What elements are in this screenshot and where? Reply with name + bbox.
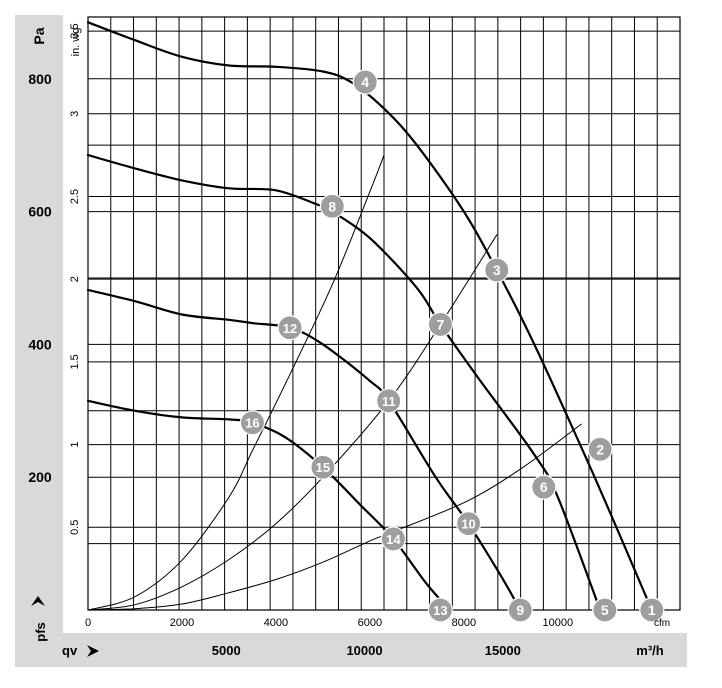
- top-axis-tick-label: 6000: [358, 617, 382, 629]
- curve-marker-label: 15: [316, 460, 330, 475]
- curve-marker-label: 2: [596, 441, 604, 457]
- inner-axis-tick-label: 1: [69, 442, 81, 448]
- inner-axis-tick-label: 1.5: [69, 354, 81, 369]
- curve-marker-label: 12: [283, 321, 297, 336]
- bottom-axis-tick-label: 5000: [212, 643, 241, 658]
- fan-curve-line: [86, 154, 602, 612]
- left-axis-tick-label: 400: [28, 336, 52, 352]
- fan-curve-line: [86, 21, 653, 612]
- curve-marker-label: 6: [540, 479, 548, 495]
- curve-marker-circle: [639, 597, 665, 623]
- top-axis-unit-label: cfm: [654, 618, 670, 629]
- top-axis-tick-label: 0: [85, 617, 91, 629]
- curve-marker-label: 1: [648, 602, 656, 618]
- curve-marker: 12: [277, 315, 303, 341]
- curve-marker-circle: [592, 597, 618, 623]
- inner-axis-tick-label: 3.5: [69, 23, 81, 38]
- curve-marker-circle: [587, 436, 613, 462]
- bottom-axis-band: [15, 633, 687, 667]
- curve-marker: 15: [310, 454, 336, 480]
- inner-axis-tick-label: 2.5: [69, 189, 81, 204]
- left-axis-band: [15, 15, 63, 667]
- curve-marker: 1: [639, 597, 665, 623]
- bottom-axis-arrow-icon: [87, 645, 99, 657]
- system-curve-line: [87, 154, 385, 611]
- bottom-axis-variable-label: qv: [62, 643, 78, 658]
- curve-marker: 5: [592, 597, 618, 623]
- left-axis-tick-label: 600: [28, 204, 52, 220]
- curve-marker: 11: [376, 388, 402, 414]
- curve-marker-circle: [427, 311, 453, 338]
- inner-axis-unit-label: in. wg: [70, 28, 82, 57]
- system-curve-line: [87, 423, 582, 611]
- curve-marker: 8: [319, 193, 345, 219]
- left-axis-arrow-icon: [31, 596, 45, 606]
- curve-marker-circle: [455, 511, 482, 537]
- inner-axis-tick-label: 2: [69, 276, 81, 282]
- curve-marker-label: 8: [328, 198, 336, 214]
- curve-marker-label: 4: [361, 74, 369, 90]
- curve-marker-circle: [427, 597, 453, 623]
- curve-marker: 6: [531, 474, 557, 500]
- curve-marker-circle: [352, 69, 378, 95]
- axes: Pa in. wg pfs qv m³/h cfm 200 400 600 800 0.…: [28, 23, 670, 658]
- fan-curve-line: [86, 399, 451, 612]
- left-axis-tick-label: 800: [28, 71, 52, 87]
- bottom-axis-tick-label: 15000: [485, 643, 521, 658]
- curve-marker-label: 10: [461, 517, 475, 532]
- curve-marker: 9: [507, 597, 533, 623]
- curve-marker-label: 11: [382, 394, 396, 409]
- left-axis-tick-label: 200: [28, 469, 52, 485]
- left-axis-variable-label: pfs: [33, 622, 48, 642]
- curve-marker-circle: [277, 315, 303, 341]
- curve-marker: 2: [587, 436, 613, 462]
- curve-marker: 3: [484, 257, 510, 283]
- plot-frame: [87, 16, 681, 611]
- curve-marker-circle: [484, 257, 510, 283]
- top-axis-tick-label: 4000: [264, 617, 288, 629]
- curve-marker-label: 7: [436, 316, 444, 332]
- left-axis-unit-label: Pa: [31, 27, 47, 44]
- curve-marker-circle: [376, 388, 402, 414]
- curve-marker-label: 3: [493, 262, 501, 278]
- curve-marker-label: 9: [516, 602, 524, 618]
- top-axis-tick-label: 2000: [170, 617, 194, 629]
- curve-marker-circle: [319, 193, 345, 219]
- curve-marker: 7: [427, 311, 453, 338]
- curve-marker-label: 13: [433, 603, 447, 618]
- curve-marker: 14: [380, 526, 406, 552]
- curve-marker-label: 16: [245, 416, 259, 431]
- bottom-axis-unit-label: m³/h: [636, 643, 664, 658]
- curve-marker-circle: [239, 410, 266, 436]
- bottom-axis-tick-label: 10000: [346, 643, 382, 658]
- curve-marker-label: 5: [601, 602, 609, 618]
- curve-marker: 4: [352, 69, 378, 95]
- curve-marker-circle: [531, 474, 557, 500]
- curve-marker-circle: [507, 597, 533, 623]
- inner-axis-tick-label: 3: [69, 111, 81, 117]
- curve-marker: 10: [455, 511, 482, 537]
- top-axis-tick-label: 8000: [452, 617, 476, 629]
- curve-marker-circle: [310, 454, 336, 480]
- curve-marker: 16: [239, 410, 266, 436]
- top-axis-tick-label: 10000: [543, 617, 574, 629]
- grid: [87, 16, 681, 611]
- curve-marker: 13: [427, 597, 453, 623]
- inner-axis-tick-label: 0.5: [69, 520, 81, 535]
- curve-marker-circle: [380, 526, 406, 552]
- curve-marker-label: 14: [386, 532, 401, 547]
